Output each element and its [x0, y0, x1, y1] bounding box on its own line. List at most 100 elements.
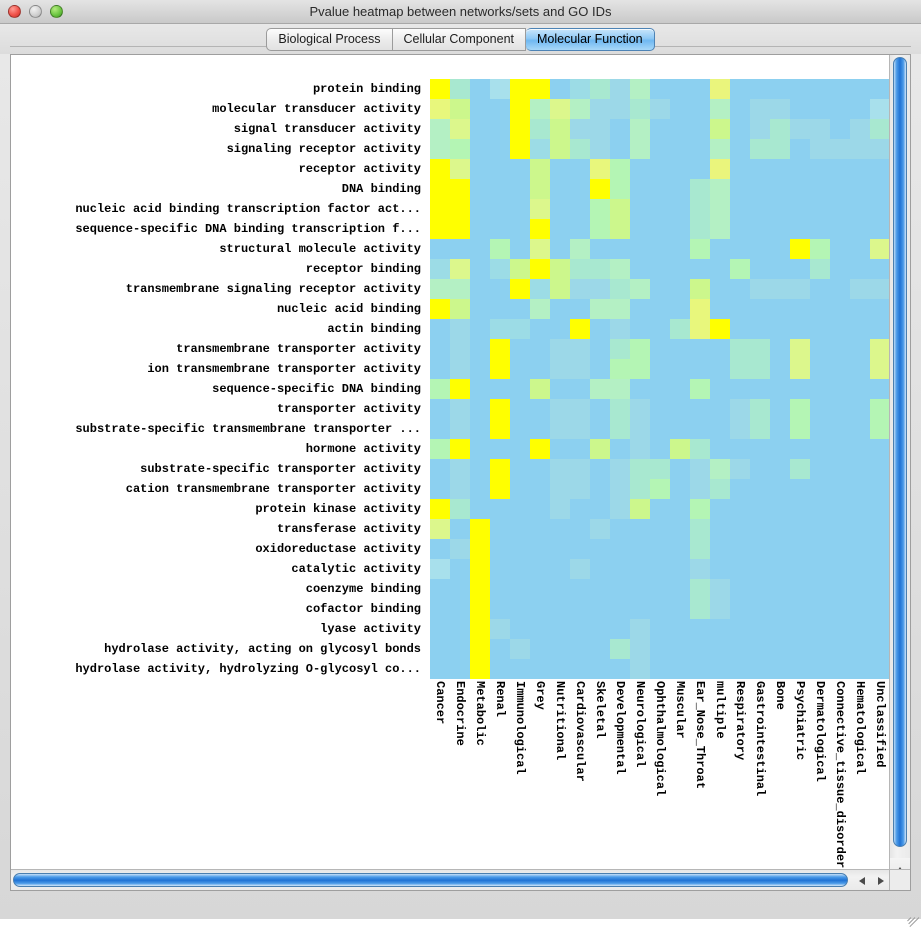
heatmap-cell[interactable] [870, 439, 890, 459]
heatmap-cell[interactable] [570, 539, 590, 559]
heatmap-cell[interactable] [810, 239, 830, 259]
heatmap-cell[interactable] [430, 319, 450, 339]
heatmap-cell[interactable] [450, 619, 470, 639]
heatmap-cell[interactable] [490, 479, 510, 499]
heatmap-cell[interactable] [750, 79, 770, 99]
heatmap-cell[interactable] [670, 99, 690, 119]
tab-cellular-component[interactable]: Cellular Component [392, 27, 526, 51]
heatmap-cell[interactable] [630, 499, 650, 519]
heatmap-cell[interactable] [690, 299, 710, 319]
heatmap-cell[interactable] [830, 299, 850, 319]
heatmap-cell[interactable] [770, 319, 790, 339]
heatmap-cell[interactable] [770, 139, 790, 159]
heatmap-cell[interactable] [650, 339, 670, 359]
heatmap-cell[interactable] [650, 179, 670, 199]
heatmap-cell[interactable] [570, 299, 590, 319]
heatmap-cell[interactable] [570, 279, 590, 299]
heatmap-cell[interactable] [750, 539, 770, 559]
heatmap-cell[interactable] [790, 659, 810, 679]
heatmap-cell[interactable] [810, 259, 830, 279]
heatmap-cell[interactable] [430, 279, 450, 299]
heatmap-cell[interactable] [590, 519, 610, 539]
heatmap-cell[interactable] [450, 139, 470, 159]
scroll-left-icon[interactable] [858, 876, 865, 885]
close-button[interactable] [8, 5, 21, 18]
heatmap-cell[interactable] [570, 379, 590, 399]
heatmap-cell[interactable] [870, 179, 890, 199]
heatmap-cell[interactable] [570, 239, 590, 259]
heatmap-cell[interactable] [610, 179, 630, 199]
heatmap-cell[interactable] [810, 319, 830, 339]
heatmap-cell[interactable] [730, 359, 750, 379]
heatmap-cell[interactable] [550, 479, 570, 499]
heatmap-cell[interactable] [470, 219, 490, 239]
heatmap-cell[interactable] [730, 159, 750, 179]
heatmap-cell[interactable] [530, 239, 550, 259]
heatmap-cell[interactable] [590, 219, 610, 239]
heatmap-cell[interactable] [790, 119, 810, 139]
heatmap-cell[interactable] [850, 579, 870, 599]
heatmap-cell[interactable] [870, 239, 890, 259]
heatmap-cell[interactable] [630, 459, 650, 479]
heatmap-cell[interactable] [670, 659, 690, 679]
heatmap-cell[interactable] [810, 599, 830, 619]
scroll-right-icon[interactable] [877, 876, 884, 885]
heatmap-cell[interactable] [830, 479, 850, 499]
heatmap-cell[interactable] [530, 379, 550, 399]
heatmap-cell[interactable] [510, 559, 530, 579]
heatmap-cell[interactable] [610, 659, 630, 679]
heatmap-cell[interactable] [810, 139, 830, 159]
heatmap-cell[interactable] [630, 119, 650, 139]
heatmap-cell[interactable] [670, 139, 690, 159]
heatmap-cell[interactable] [830, 219, 850, 239]
heatmap-cell[interactable] [430, 259, 450, 279]
heatmap-cell[interactable] [870, 339, 890, 359]
heatmap-cell[interactable] [730, 139, 750, 159]
heatmap-cell[interactable] [710, 359, 730, 379]
heatmap-cell[interactable] [530, 459, 550, 479]
heatmap-cell[interactable] [510, 399, 530, 419]
heatmap-cell[interactable] [610, 99, 630, 119]
heatmap-cell[interactable] [690, 279, 710, 299]
heatmap-cell[interactable] [590, 319, 610, 339]
heatmap-cell[interactable] [470, 379, 490, 399]
heatmap-cell[interactable] [690, 459, 710, 479]
heatmap-cell[interactable] [470, 359, 490, 379]
heatmap-cell[interactable] [810, 159, 830, 179]
heatmap-cell[interactable] [670, 219, 690, 239]
heatmap-cell[interactable] [650, 199, 670, 219]
heatmap-cell[interactable] [710, 659, 730, 679]
heatmap-cell[interactable] [430, 179, 450, 199]
heatmap-cell[interactable] [550, 159, 570, 179]
heatmap-cell[interactable] [630, 659, 650, 679]
heatmap-cell[interactable] [450, 419, 470, 439]
heatmap-cell[interactable] [650, 359, 670, 379]
heatmap-cell[interactable] [610, 519, 630, 539]
heatmap-cell[interactable] [870, 119, 890, 139]
heatmap-cell[interactable] [590, 499, 610, 519]
heatmap-cell[interactable] [450, 479, 470, 499]
heatmap-cell[interactable] [630, 139, 650, 159]
heatmap-cell[interactable] [730, 99, 750, 119]
heatmap-cell[interactable] [510, 299, 530, 319]
heatmap-cell[interactable] [810, 619, 830, 639]
heatmap-cell[interactable] [450, 599, 470, 619]
heatmap-cell[interactable] [550, 219, 570, 239]
heatmap-cell[interactable] [770, 379, 790, 399]
heatmap-cell[interactable] [610, 219, 630, 239]
heatmap-cell[interactable] [570, 319, 590, 339]
heatmap-cell[interactable] [710, 479, 730, 499]
heatmap-cell[interactable] [730, 259, 750, 279]
heatmap-cell[interactable] [530, 219, 550, 239]
heatmap-cell[interactable] [430, 299, 450, 319]
heatmap-cell[interactable] [530, 479, 550, 499]
heatmap-cell[interactable] [650, 479, 670, 499]
heatmap-cell[interactable] [770, 479, 790, 499]
heatmap-cell[interactable] [830, 179, 850, 199]
heatmap-cell[interactable] [430, 139, 450, 159]
heatmap-cell[interactable] [750, 599, 770, 619]
heatmap-cell[interactable] [790, 359, 810, 379]
heatmap-cell[interactable] [670, 459, 690, 479]
heatmap-cell[interactable] [690, 119, 710, 139]
heatmap-cell[interactable] [830, 519, 850, 539]
